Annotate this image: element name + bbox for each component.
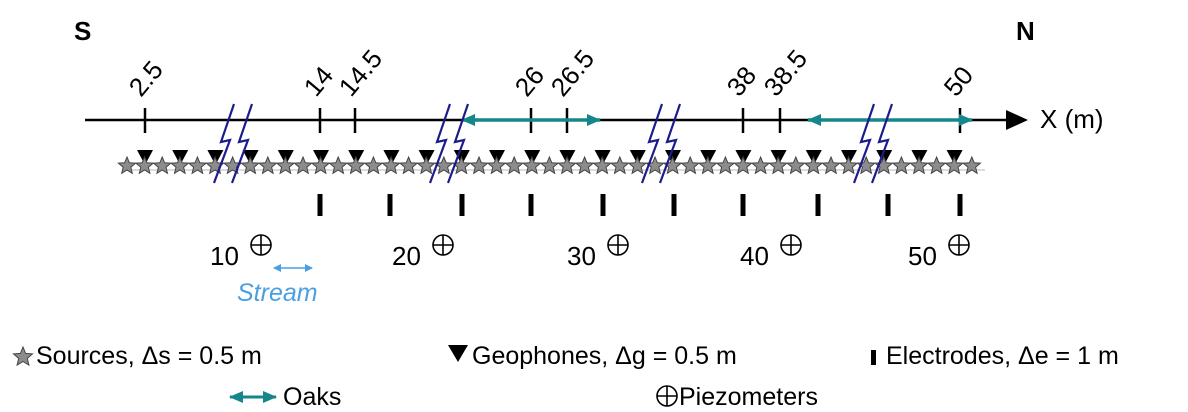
source-marker (909, 155, 929, 175)
electrode-marker (885, 194, 891, 216)
source-marker (821, 155, 841, 175)
north-label: N (1016, 16, 1035, 46)
axis-tick-label-14.5: 14.5 (333, 44, 389, 102)
electrode-marker (459, 194, 465, 216)
source-marker (592, 155, 613, 175)
electrode-marker (957, 194, 963, 216)
piezometer-symbol (250, 234, 272, 256)
source-marker (768, 155, 789, 175)
source-marker (680, 155, 701, 175)
x-axis-label: X (m) (1040, 104, 1104, 134)
source-marker (240, 155, 261, 175)
axis-tick-label-50: 50 (938, 60, 980, 101)
source-marker (733, 155, 753, 175)
source-marker (469, 155, 489, 175)
piezometer-row: 10 20 30 40 50 (210, 234, 970, 271)
piezometer-label-40: 40 (740, 241, 769, 271)
legend-electrodes-label: Electrodes, Δe = 1 m (886, 342, 1119, 370)
source-marker (926, 155, 947, 175)
source-marker (557, 155, 577, 175)
axis-break-mark (870, 103, 894, 184)
source-marker (574, 155, 595, 175)
piezometer-label-50: 50 (908, 241, 937, 271)
piezometer-symbol (607, 234, 629, 256)
source-marker (293, 155, 313, 175)
source-marker (627, 155, 648, 175)
axis-tick-label-26: 26 (509, 60, 551, 101)
axis-tick-label-2.5: 2.5 (123, 55, 169, 102)
source-marker (152, 155, 173, 175)
legend: Sources, Δs = 0.5 m Geophones, Δg = 0.5 … (12, 342, 1119, 411)
axis-tick-label-38.5: 38.5 (758, 44, 814, 102)
piezometer-symbol (432, 234, 454, 256)
source-row (117, 155, 982, 175)
legend-source-icon (12, 345, 34, 367)
source-marker (856, 155, 877, 175)
source-marker (345, 155, 366, 175)
legend-geophones-label: Geophones, Δg = 0.5 m (472, 342, 737, 370)
piezometer-symbol (780, 234, 802, 256)
source-marker (363, 155, 384, 175)
legend-sources-label: Sources, Δs = 0.5 m (36, 342, 262, 370)
source-marker (539, 155, 560, 175)
source-marker (785, 155, 806, 175)
source-marker (257, 155, 278, 175)
source-marker (521, 155, 542, 175)
axis-break-mark (230, 103, 254, 184)
source-marker (504, 155, 525, 175)
electrode-marker (317, 194, 323, 216)
electrode-marker (600, 194, 606, 216)
source-marker (416, 155, 437, 175)
legend-piezometer-icon (656, 385, 678, 407)
piezometer-label-20: 20 (392, 241, 421, 271)
axis-break-mark (212, 103, 236, 184)
source-marker (134, 155, 155, 175)
axis-tick-label-38: 38 (721, 60, 763, 101)
electrode-marker (740, 194, 746, 216)
electrode-marker (387, 194, 393, 216)
axis-break-mark (852, 103, 876, 184)
electrode-marker (671, 194, 677, 216)
source-marker (662, 155, 683, 175)
piezometer-symbol (948, 234, 970, 256)
legend-geophone-icon (448, 345, 468, 362)
axis-break-mark (428, 103, 452, 184)
x-axis-arrowhead (1006, 110, 1028, 130)
source-marker (328, 155, 349, 175)
electrode-marker (815, 194, 821, 216)
south-label: S (74, 16, 91, 46)
source-marker (961, 155, 982, 175)
source-marker (715, 155, 736, 175)
legend-oaks-label: Oaks (283, 383, 341, 411)
axis-break-marks (212, 103, 894, 184)
source-marker (486, 155, 507, 175)
axis-break-mark (640, 103, 664, 184)
source-marker (873, 155, 894, 175)
axis-tick-label-26.5: 26.5 (545, 44, 601, 102)
source-marker (838, 155, 859, 175)
source-marker (944, 155, 965, 175)
source-marker (310, 155, 331, 175)
legend-piezometers-label: Piezometers (679, 383, 818, 411)
source-marker (169, 155, 190, 175)
piezometer-label-10: 10 (210, 241, 239, 271)
source-marker (275, 155, 296, 175)
source-marker (609, 155, 630, 175)
stream-label: Stream (237, 279, 318, 307)
source-marker (117, 155, 137, 175)
electrode-marker (528, 194, 534, 216)
source-marker (187, 155, 208, 175)
axis-break-mark (658, 103, 682, 184)
source-marker (697, 155, 718, 175)
legend-electrode-icon (871, 350, 876, 365)
source-marker (398, 155, 419, 175)
source-marker (381, 155, 401, 175)
source-marker (750, 155, 771, 175)
source-marker (891, 155, 912, 175)
piezometer-label-30: 30 (567, 241, 596, 271)
electrode-row (317, 194, 963, 216)
axis-break-mark (446, 103, 470, 184)
source-marker (803, 155, 824, 175)
